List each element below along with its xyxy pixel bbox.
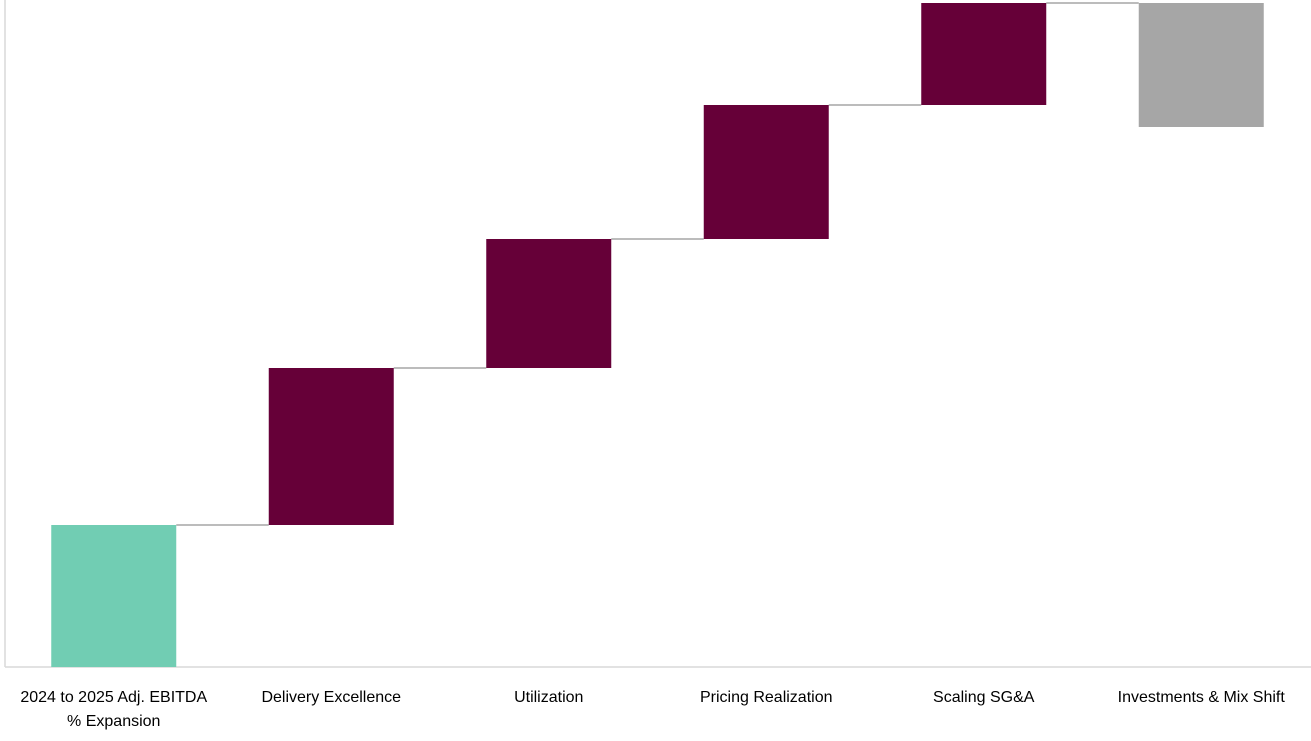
x-tick-label: Scaling SG&A	[933, 689, 1035, 706]
x-tick-label: Investments & Mix Shift	[1117, 689, 1285, 706]
waterfall-bar	[486, 239, 612, 368]
waterfall-bar	[921, 3, 1047, 105]
waterfall-bar	[703, 105, 829, 239]
x-tick-label: Utilization	[514, 689, 584, 706]
waterfall-bar	[51, 525, 177, 667]
x-tick-label: Pricing Realization	[699, 689, 833, 706]
waterfall-bar	[1138, 3, 1264, 127]
x-tick-label: 2024 to 2025 Adj. EBITDA % Expansion	[20, 689, 208, 730]
x-tick-label: Delivery Excellence	[261, 689, 402, 706]
waterfall-bar	[268, 368, 394, 525]
